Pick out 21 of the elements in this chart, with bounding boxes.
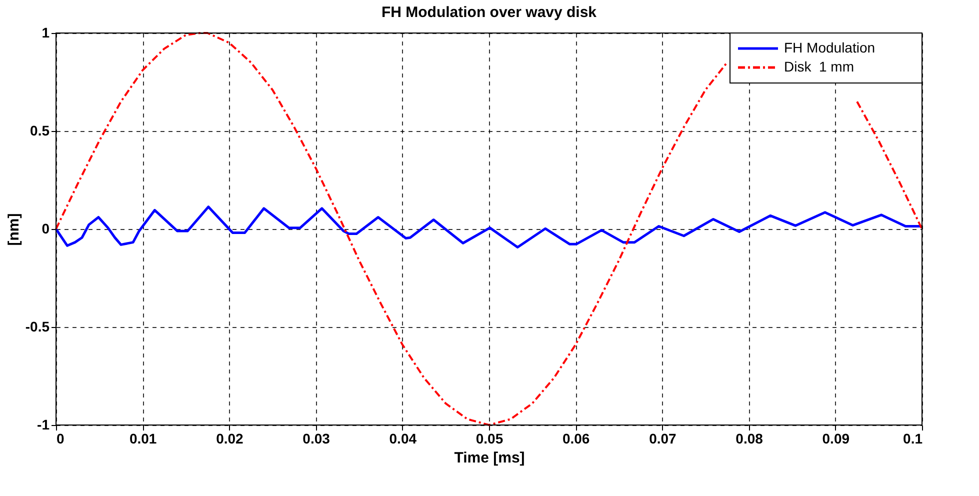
- x-tick-label: 0.03: [302, 430, 330, 446]
- y-axis-title: [nm]: [5, 213, 22, 246]
- x-tick-label: 0.05: [476, 430, 504, 446]
- y-tick-label: -0.5: [25, 318, 50, 334]
- x-tick-label: 0.08: [736, 430, 764, 446]
- x-tick-label: 0.01: [129, 430, 157, 446]
- legend-label: Disk 1 mm: [784, 58, 854, 74]
- y-tick-label: 0.5: [30, 122, 50, 138]
- x-tick-label: 0.09: [822, 430, 850, 446]
- y-tick-label: -1: [37, 416, 50, 432]
- x-tick-label: 0.02: [216, 430, 244, 446]
- y-tick-label: 0: [42, 220, 50, 236]
- x-tick-label: 0.04: [389, 430, 417, 446]
- x-tick-label: 0.06: [562, 430, 590, 446]
- x-tick-label: 0.07: [649, 430, 677, 446]
- x-tick-label: 0: [56, 430, 64, 446]
- chart-title: FH Modulation over wavy disk: [381, 4, 598, 21]
- y-tick-label: 1: [42, 24, 50, 40]
- legend-label: FH Modulation: [784, 40, 876, 56]
- x-axis-title: Time [ms]: [454, 450, 525, 466]
- x-tick-label: 0.1: [903, 430, 923, 446]
